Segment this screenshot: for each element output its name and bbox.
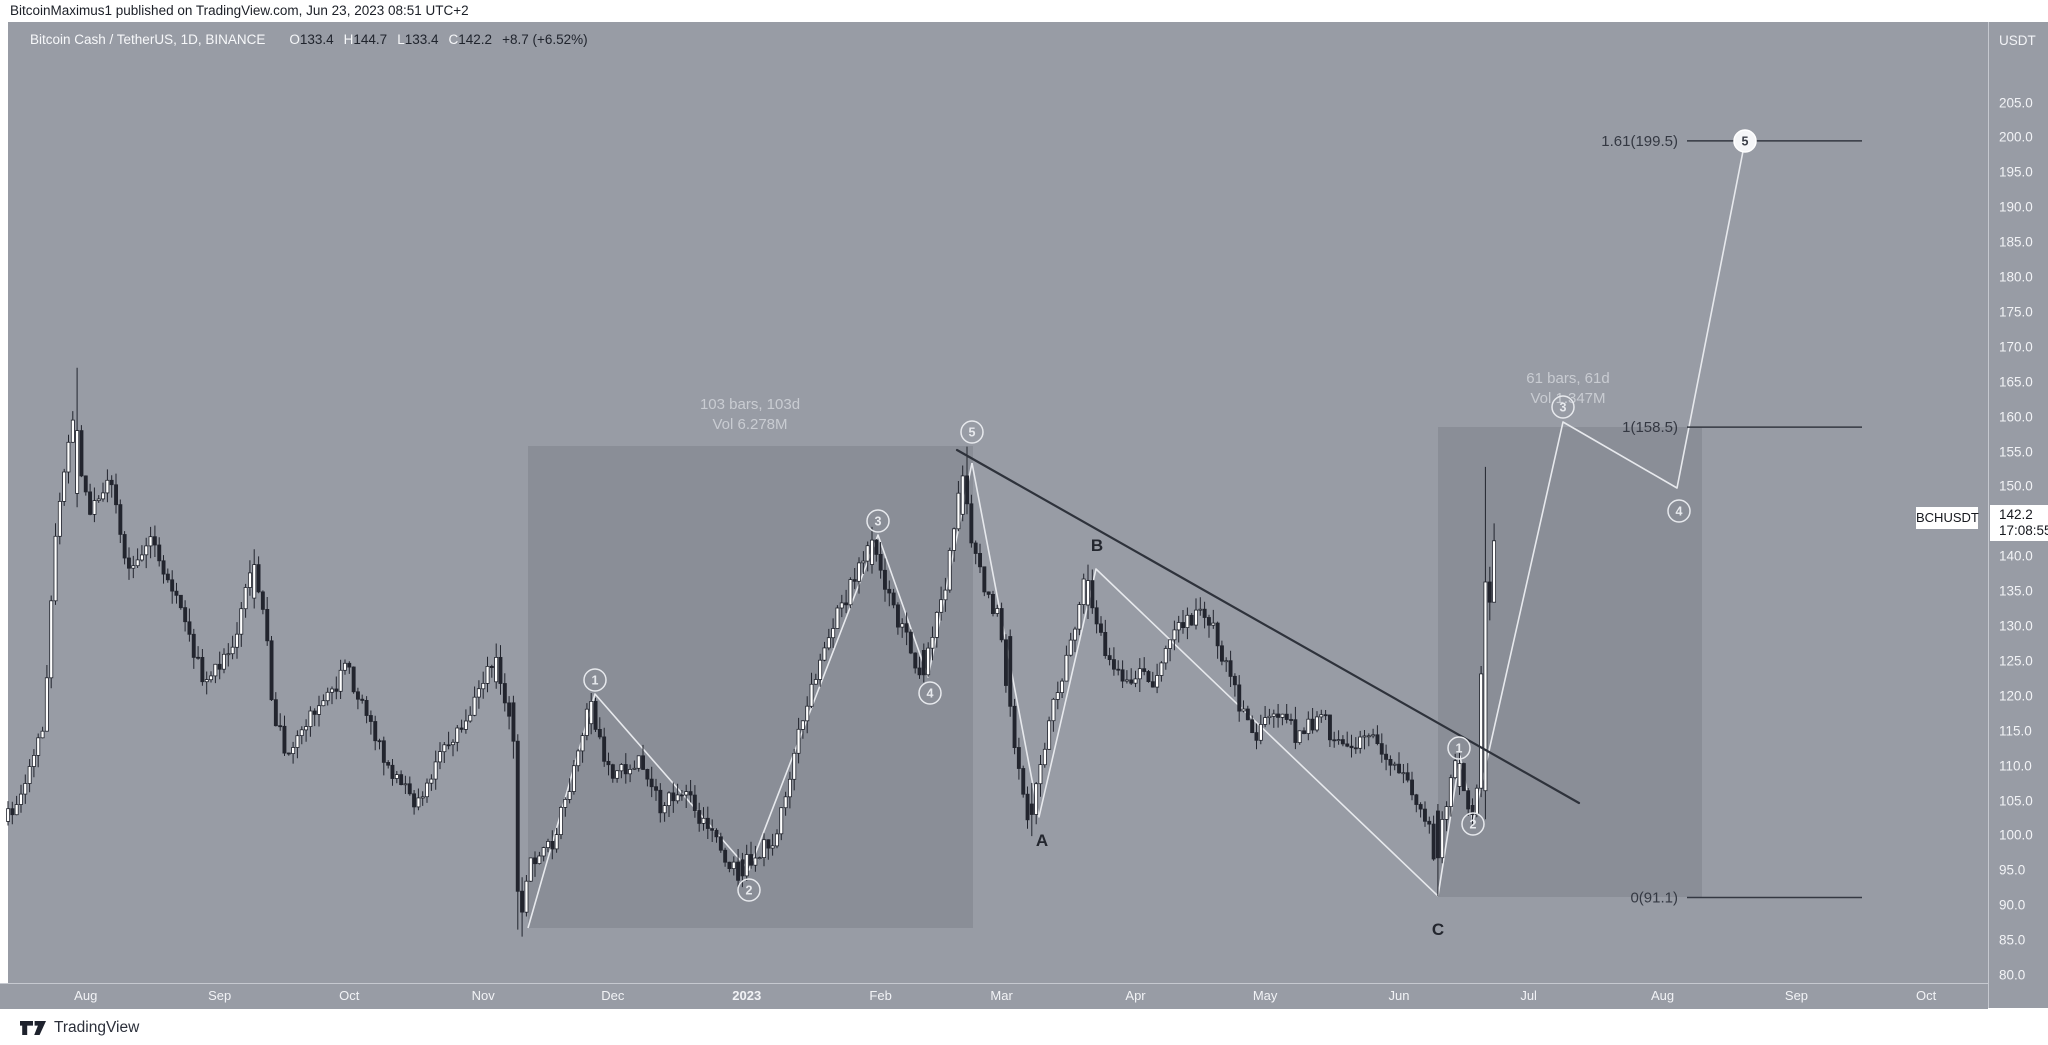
time-axis-label: Sep [208, 988, 232, 1003]
time-axis-label: Nov [471, 988, 495, 1003]
price-tick-label: 190.0 [1999, 199, 2033, 215]
symbol-price-tag: BCHUSDT [1916, 507, 1979, 529]
price-tick-label: 155.0 [1999, 444, 2033, 459]
price-tick-label: 115.0 [1999, 723, 2032, 739]
time-axis-label: May [1252, 988, 1278, 1003]
time-axis-label: Dec [601, 988, 625, 1003]
time-axis-label: Jul [1520, 988, 1537, 1003]
legend-close-value: 142.2 [458, 32, 493, 47]
price-tick-label: 200.0 [1999, 129, 2033, 145]
price-tick-label: 195.0 [1999, 164, 2033, 180]
price-tick-label: 80.0 [1999, 967, 2026, 983]
time-axis-label: Aug [74, 988, 98, 1003]
price-tick-label: 150.0 [1999, 478, 2033, 494]
price-tick-label: 165.0 [1999, 374, 2033, 390]
price-axis[interactable]: USDT 205.0 200.0 195.0 190.0 185.0 180.0 175.0… [1988, 22, 2048, 1008]
legend-high-letter: H [343, 32, 354, 47]
price-tick-label: 130.0 [1999, 618, 2033, 634]
legend-change-value: +8.7 (+6.52%) [502, 32, 588, 47]
price-tick-label: 90.0 [1999, 897, 2026, 913]
legend-low-value: 133.4 [404, 32, 439, 47]
price-tick-label: 205.0 [1999, 95, 2033, 110]
legend-open-value: 133.4 [299, 32, 334, 47]
chart-legend[interactable]: Bitcoin Cash / TetherUS, 1D, BINANCE O133… [30, 30, 588, 50]
price-tick-label: 135.0 [1999, 583, 2033, 599]
bar-countdown: 17:08:55 [1999, 523, 2048, 538]
time-axis[interactable]: Aug Sep Oct Nov Dec 2023 Feb Mar Apr May Jun Jul Aug… [0, 983, 1988, 1009]
chart-canvas[interactable]: 103 bars, 103d Vol 6.278M 61 bars, 61d Vol … [0, 22, 2048, 1009]
attribution-text: BitcoinMaximus1 published on TradingView… [10, 3, 469, 18]
price-tick-label: 105.0 [1999, 793, 2033, 808]
price-tick-label: 180.0 [1999, 269, 2033, 285]
time-axis-label: Feb [869, 988, 892, 1003]
footer-bar: TradingView [0, 1008, 2048, 1045]
time-axis-label: Apr [1125, 988, 1146, 1003]
time-axis-label: 2023 [732, 988, 762, 1003]
price-tick-label: 140.0 [1999, 548, 2033, 564]
time-axis-label: Oct [339, 988, 360, 1003]
price-tick-label: 175.0 [1999, 304, 2033, 320]
legend-close-letter: C [448, 32, 459, 47]
tradingview-brand-text[interactable]: TradingView [54, 1019, 140, 1036]
time-axis-label: Aug [1650, 988, 1675, 1003]
legend-high-value: 144.7 [353, 32, 388, 47]
legend-low-letter: L [397, 32, 405, 47]
chart-pane-background [8, 22, 1988, 983]
price-tick-label: 95.0 [1999, 862, 2026, 878]
price-tick-label: 170.0 [1999, 339, 2033, 355]
time-axis-label: Oct [1915, 988, 1937, 1003]
current-price-value: 142.2 [1999, 507, 2033, 522]
price-axis-currency: USDT [1999, 33, 2036, 48]
time-axis-label: Jun [1388, 988, 1410, 1003]
price-tick-label: 185.0 [1999, 234, 2033, 250]
price-tick-label: 100.0 [1999, 827, 2033, 843]
current-price-label: 142.2 17:08:55 [1990, 505, 2048, 541]
price-tick-label: 85.0 [1999, 932, 2026, 948]
price-tick-label: 125.0 [1999, 653, 2033, 669]
price-tick-label: 160.0 [1999, 409, 2033, 425]
attribution-bar: BitcoinMaximus1 published on TradingView… [0, 0, 2048, 22]
legend-open-letter: O [289, 32, 300, 47]
time-axis-label: Mar [990, 988, 1013, 1003]
price-tick-label: 120.0 [1999, 688, 2033, 704]
time-axis-label: Sep [1784, 988, 1809, 1003]
tradingview-logo-icon[interactable] [20, 1021, 46, 1036]
price-tick-label: 110.0 [1999, 758, 2032, 774]
legend-symbol[interactable]: Bitcoin Cash / TetherUS, 1D, BINANCE [30, 32, 266, 47]
